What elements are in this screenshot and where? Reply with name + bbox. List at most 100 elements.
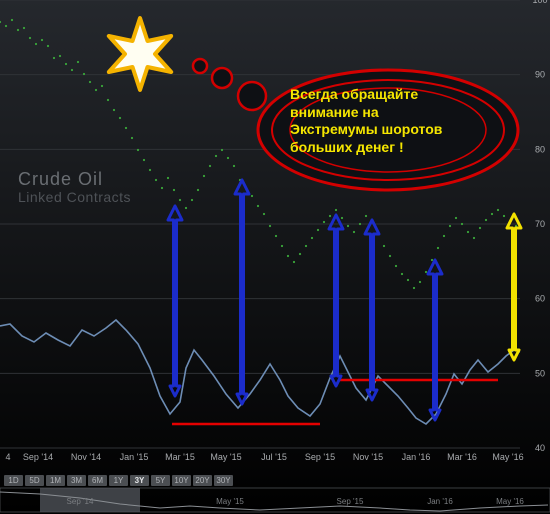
green-series-dot bbox=[47, 45, 49, 47]
y-axis-tick: 40 bbox=[535, 443, 545, 453]
green-series-dot bbox=[359, 223, 361, 225]
green-series-dot bbox=[485, 219, 487, 221]
range-button-label: 3M bbox=[71, 476, 82, 485]
green-series-dot bbox=[455, 217, 457, 219]
green-series-dot bbox=[467, 231, 469, 233]
range-button-label: 1M bbox=[50, 476, 61, 485]
green-series-dot bbox=[479, 227, 481, 229]
x-axis-tick: Nov '15 bbox=[353, 452, 383, 462]
green-series-dot bbox=[413, 287, 415, 289]
green-series-dot bbox=[197, 189, 199, 191]
green-series-dot bbox=[437, 247, 439, 249]
green-series-dot bbox=[149, 169, 151, 171]
callout-tail-dot bbox=[193, 59, 207, 73]
green-series-dot bbox=[209, 165, 211, 167]
chart-container: 4050607080901004Sep '14Nov '14Jan '15Mar… bbox=[0, 0, 550, 514]
green-series-dot bbox=[263, 213, 265, 215]
green-series-dot bbox=[473, 237, 475, 239]
green-series-dot bbox=[179, 199, 181, 201]
x-axis-tick: May '15 bbox=[210, 452, 241, 462]
y-axis-tick: 50 bbox=[535, 368, 545, 378]
chart-svg: 4050607080901004Sep '14Nov '14Jan '15Mar… bbox=[0, 0, 550, 514]
green-series-dot bbox=[185, 207, 187, 209]
green-series-dot bbox=[5, 25, 7, 27]
green-series-dot bbox=[431, 259, 433, 261]
green-series-dot bbox=[215, 155, 217, 157]
green-series-dot bbox=[191, 199, 193, 201]
green-series-dot bbox=[419, 281, 421, 283]
green-series-dot bbox=[449, 225, 451, 227]
green-series-dot bbox=[389, 255, 391, 257]
green-series-dot bbox=[227, 157, 229, 159]
green-series-dot bbox=[23, 27, 25, 29]
callout-tail-dot bbox=[212, 68, 232, 88]
green-series-dot bbox=[317, 229, 319, 231]
green-series-dot bbox=[347, 225, 349, 227]
green-series-dot bbox=[365, 215, 367, 217]
range-button-label: 30Y bbox=[216, 476, 231, 485]
green-series-dot bbox=[29, 37, 31, 39]
green-series-dot bbox=[383, 245, 385, 247]
y-axis-tick: 90 bbox=[535, 70, 545, 80]
range-button-label: 5D bbox=[29, 476, 39, 485]
green-series-dot bbox=[293, 261, 295, 263]
green-series-dot bbox=[203, 175, 205, 177]
green-series-dot bbox=[35, 43, 37, 45]
green-series-dot bbox=[77, 61, 79, 63]
x-axis-tick: May '16 bbox=[492, 452, 523, 462]
green-series-dot bbox=[89, 81, 91, 83]
green-series-dot bbox=[287, 255, 289, 257]
x-axis-tick: Sep '15 bbox=[305, 452, 335, 462]
green-series-dot bbox=[17, 29, 19, 31]
green-series-dot bbox=[311, 237, 313, 239]
green-series-dot bbox=[59, 55, 61, 57]
green-series-dot bbox=[131, 137, 133, 139]
green-series-dot bbox=[143, 159, 145, 161]
green-series-dot bbox=[173, 189, 175, 191]
green-series-dot bbox=[425, 271, 427, 273]
y-axis-tick: 80 bbox=[535, 144, 545, 154]
green-series-dot bbox=[353, 231, 355, 233]
green-series-dot bbox=[83, 73, 85, 75]
green-series-dot bbox=[323, 221, 325, 223]
range-button-label: 20Y bbox=[195, 476, 210, 485]
green-series-dot bbox=[407, 279, 409, 281]
y-axis-tick: 100 bbox=[532, 0, 547, 5]
green-series-dot bbox=[11, 19, 13, 21]
green-series-dot bbox=[167, 177, 169, 179]
x-axis-tick: Jan '16 bbox=[402, 452, 431, 462]
green-series-dot bbox=[119, 117, 121, 119]
green-series-dot bbox=[251, 195, 253, 197]
green-series-dot bbox=[299, 253, 301, 255]
green-series-dot bbox=[497, 209, 499, 211]
range-button-label: 5Y bbox=[156, 476, 166, 485]
x-axis-tick: Mar '16 bbox=[447, 452, 477, 462]
green-series-dot bbox=[329, 215, 331, 217]
green-series-dot bbox=[257, 205, 259, 207]
green-series-dot bbox=[155, 179, 157, 181]
x-axis-tick: Jan '15 bbox=[120, 452, 149, 462]
range-button-label: 6M bbox=[92, 476, 103, 485]
green-series-dot bbox=[275, 235, 277, 237]
green-series-dot bbox=[53, 57, 55, 59]
green-series-dot bbox=[71, 69, 73, 71]
green-series-dot bbox=[95, 89, 97, 91]
green-series-dot bbox=[65, 63, 67, 65]
callout-tail-dot bbox=[238, 82, 266, 110]
green-series-dot bbox=[395, 265, 397, 267]
green-series-dot bbox=[41, 39, 43, 41]
green-series-dot bbox=[401, 273, 403, 275]
green-series-dot bbox=[221, 149, 223, 151]
y-axis-tick: 60 bbox=[535, 294, 545, 304]
range-button-label: 10Y bbox=[174, 476, 189, 485]
green-series-dot bbox=[281, 245, 283, 247]
range-button-label: 3Y bbox=[135, 476, 145, 485]
minimap-tick: May '16 bbox=[496, 497, 524, 506]
green-series-dot bbox=[305, 245, 307, 247]
green-series-dot bbox=[125, 127, 127, 129]
green-series-dot bbox=[113, 109, 115, 111]
minimap-tick: May '15 bbox=[216, 497, 244, 506]
green-series-dot bbox=[269, 225, 271, 227]
green-series-dot bbox=[107, 99, 109, 101]
green-series-dot bbox=[101, 85, 103, 87]
